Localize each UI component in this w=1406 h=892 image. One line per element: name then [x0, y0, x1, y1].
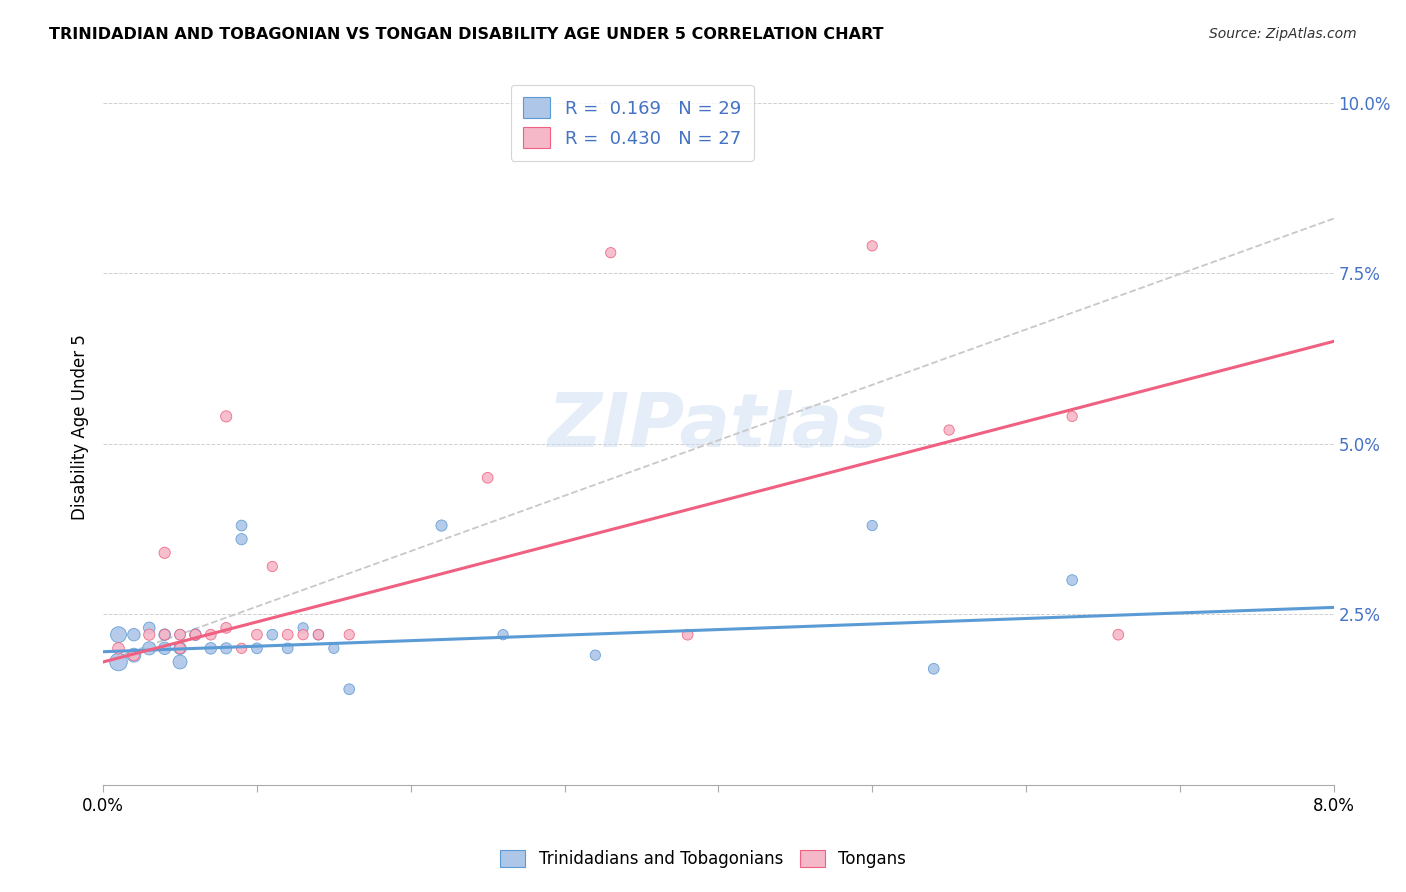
- Point: [477, 471, 499, 485]
- Point: [246, 641, 269, 656]
- Point: [583, 648, 606, 662]
- Text: Source: ZipAtlas.com: Source: ZipAtlas.com: [1209, 27, 1357, 41]
- Point: [122, 628, 145, 642]
- Point: [138, 628, 160, 642]
- Point: [169, 628, 191, 642]
- Point: [153, 641, 176, 656]
- Point: [860, 518, 883, 533]
- Point: [184, 628, 207, 642]
- Point: [231, 532, 253, 546]
- Point: [308, 628, 330, 642]
- Point: [153, 546, 176, 560]
- Text: TRINIDADIAN AND TOBAGONIAN VS TONGAN DISABILITY AGE UNDER 5 CORRELATION CHART: TRINIDADIAN AND TOBAGONIAN VS TONGAN DIS…: [49, 27, 884, 42]
- Point: [599, 245, 621, 260]
- Point: [107, 655, 129, 669]
- Y-axis label: Disability Age Under 5: Disability Age Under 5: [72, 334, 89, 519]
- Point: [938, 423, 960, 437]
- Point: [107, 628, 129, 642]
- Point: [922, 662, 945, 676]
- Point: [1107, 628, 1129, 642]
- Point: [215, 621, 238, 635]
- Point: [169, 628, 191, 642]
- Point: [200, 641, 222, 656]
- Point: [1062, 573, 1084, 587]
- Point: [860, 239, 883, 253]
- Point: [262, 628, 284, 642]
- Point: [308, 628, 330, 642]
- Point: [262, 559, 284, 574]
- Point: [138, 621, 160, 635]
- Legend: Trinidadians and Tobagonians, Tongans: Trinidadians and Tobagonians, Tongans: [494, 843, 912, 875]
- Point: [277, 628, 299, 642]
- Point: [277, 641, 299, 656]
- Point: [215, 641, 238, 656]
- Point: [337, 628, 360, 642]
- Point: [246, 628, 269, 642]
- Point: [322, 641, 344, 656]
- Point: [231, 641, 253, 656]
- Point: [138, 641, 160, 656]
- Point: [169, 641, 191, 656]
- Point: [122, 648, 145, 662]
- Point: [215, 409, 238, 424]
- Point: [292, 621, 315, 635]
- Point: [676, 628, 699, 642]
- Point: [184, 628, 207, 642]
- Point: [492, 628, 515, 642]
- Point: [169, 655, 191, 669]
- Point: [153, 628, 176, 642]
- Text: ZIPatlas: ZIPatlas: [548, 390, 889, 463]
- Point: [122, 648, 145, 662]
- Point: [337, 682, 360, 697]
- Point: [292, 628, 315, 642]
- Legend: R =  0.169   N = 29, R =  0.430   N = 27: R = 0.169 N = 29, R = 0.430 N = 27: [510, 85, 754, 161]
- Point: [107, 641, 129, 656]
- Point: [169, 641, 191, 656]
- Point: [1062, 409, 1084, 424]
- Point: [430, 518, 453, 533]
- Point: [231, 518, 253, 533]
- Point: [153, 628, 176, 642]
- Point: [200, 628, 222, 642]
